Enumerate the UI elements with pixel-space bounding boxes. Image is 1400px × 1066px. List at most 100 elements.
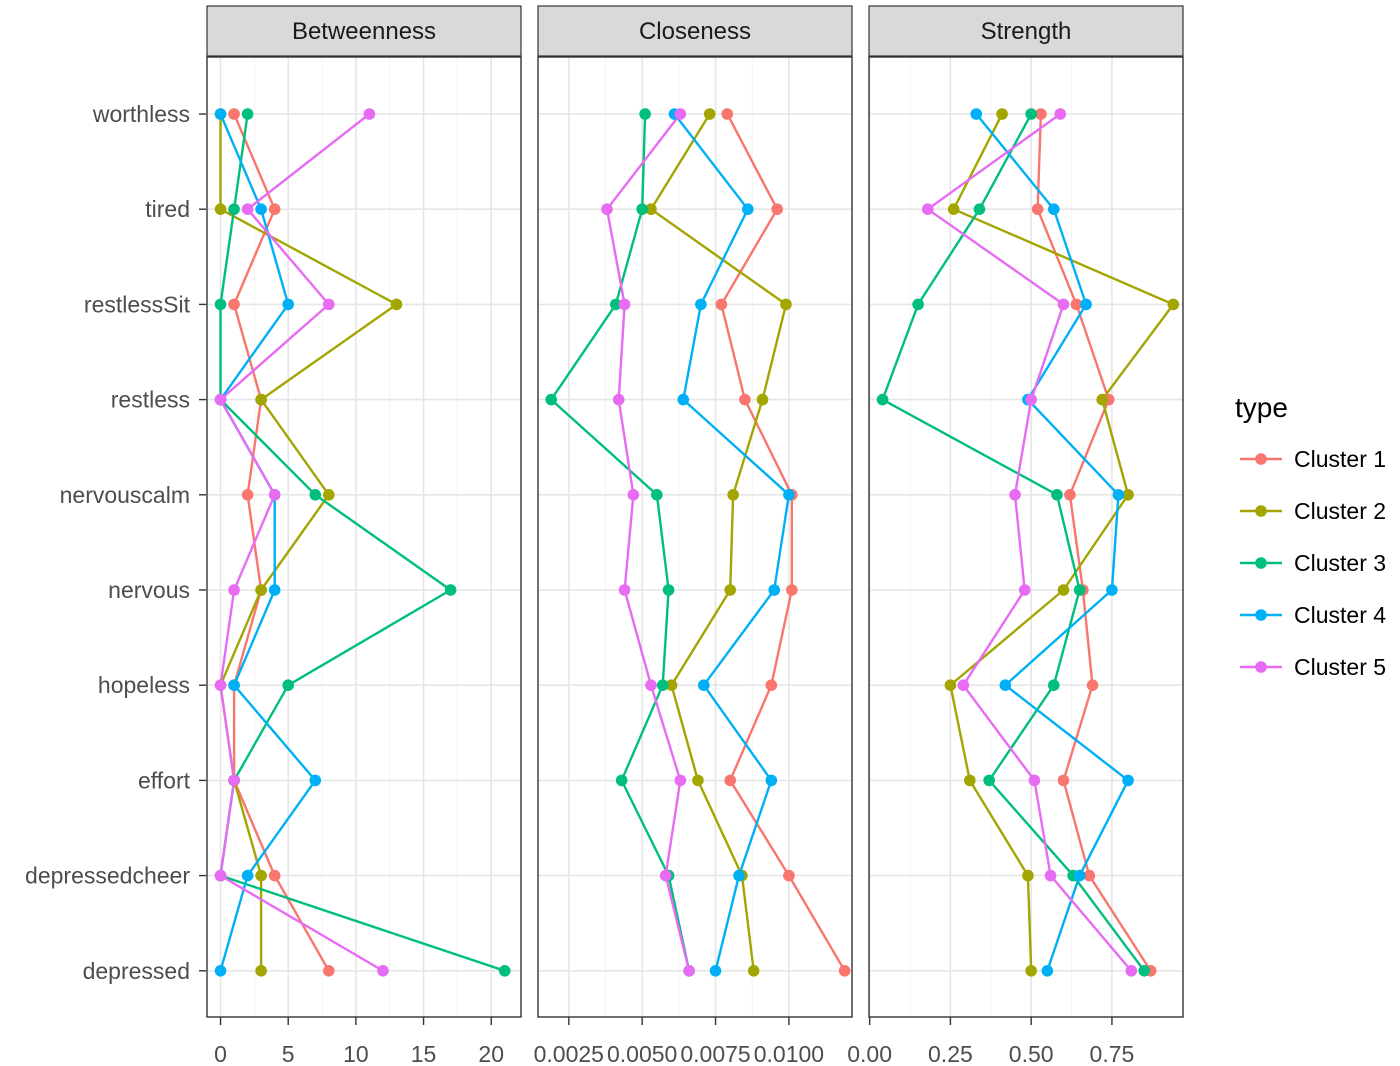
point-cluster-5-nervouscalm xyxy=(1009,489,1021,501)
point-cluster-5-depressed xyxy=(683,965,695,977)
x-tick-label: 0.0075 xyxy=(680,1041,750,1066)
point-cluster-3-hopeless xyxy=(656,679,669,691)
point-cluster-1-restlesssit xyxy=(1070,298,1083,311)
point-cluster-5-effort xyxy=(228,774,240,787)
point-cluster-4-hopeless xyxy=(698,679,710,691)
x-tick-label: 0.75 xyxy=(1090,1041,1135,1066)
point-cluster-3-restless xyxy=(545,393,558,406)
point-cluster-4-effort xyxy=(1122,774,1134,787)
point-cluster-2-tired xyxy=(947,203,960,215)
point-cluster-4-worthless xyxy=(214,108,227,120)
point-cluster-5-restlesssit xyxy=(1057,298,1070,311)
legend-item-cluster-3: Cluster 3 xyxy=(1240,550,1386,576)
point-cluster-1-effort xyxy=(724,774,737,787)
point-cluster-1-hopeless xyxy=(1086,679,1099,691)
point-cluster-1-restlesssit xyxy=(715,298,728,311)
point-cluster-4-depressed xyxy=(1041,965,1054,977)
point-cluster-2-restless xyxy=(1096,393,1109,406)
point-cluster-1-tired xyxy=(268,203,281,215)
point-cluster-3-depressed xyxy=(1138,965,1151,977)
point-cluster-1-nervouscalm xyxy=(1064,489,1076,501)
point-cluster-3-hopeless xyxy=(282,679,295,691)
point-cluster-1-depressedcheer xyxy=(268,869,281,882)
point-cluster-5-depressedcheer xyxy=(214,869,227,882)
point-cluster-4-restlesssit xyxy=(1080,298,1092,311)
point-cluster-3-restlesssit xyxy=(912,298,924,311)
point-cluster-2-depressed xyxy=(255,965,267,977)
series-line-cluster-5 xyxy=(605,113,691,972)
x-tick-label: 0.00 xyxy=(847,1041,892,1066)
x-tick-label: 0.0050 xyxy=(607,1041,677,1066)
point-cluster-4-tired xyxy=(1047,203,1060,215)
panel-strength: Strength 0.00 0.25 0.50 0.75 xyxy=(847,5,1184,1066)
point-cluster-3-tired xyxy=(228,203,240,215)
facet-strip xyxy=(206,5,522,57)
x-tick-label: 5 xyxy=(282,1041,295,1066)
point-cluster-1-restless xyxy=(739,393,751,406)
y-tick-label-restless: restless xyxy=(111,387,190,413)
point-cluster-1-depressedcheer xyxy=(783,869,795,882)
point-cluster-4-tired xyxy=(255,203,267,215)
point-cluster-3-tired xyxy=(636,203,648,215)
panel-border xyxy=(868,56,1184,1018)
point-cluster-1-effort xyxy=(1057,774,1070,787)
point-cluster-5-hopeless xyxy=(957,679,970,691)
point-cluster-3-nervous xyxy=(444,584,457,596)
x-tick-label: 20 xyxy=(478,1041,504,1066)
point-cluster-3-tired xyxy=(973,203,986,215)
y-tick-label-hopeless: hopeless xyxy=(98,672,190,698)
point-cluster-3-nervouscalm xyxy=(651,489,663,501)
legend-key-point xyxy=(1255,609,1267,621)
panel-background xyxy=(538,57,852,1017)
point-cluster-3-nervous xyxy=(662,584,675,596)
legend-label: Cluster 4 xyxy=(1294,602,1386,628)
point-cluster-3-restlesssit xyxy=(214,298,227,311)
point-cluster-3-restless xyxy=(876,393,889,406)
point-cluster-5-nervouscalm xyxy=(627,489,640,501)
legend-title: type xyxy=(1235,392,1288,423)
y-tick-label-depressedcheer: depressedcheer xyxy=(25,863,190,889)
point-cluster-5-hopeless xyxy=(214,679,227,691)
point-cluster-5-tired xyxy=(241,203,254,215)
point-cluster-2-nervous xyxy=(724,584,737,596)
point-cluster-2-worthless xyxy=(996,108,1008,120)
point-cluster-5-depressed xyxy=(377,965,389,977)
point-cluster-2-restless xyxy=(756,393,769,406)
series-line-cluster-4 xyxy=(673,113,791,972)
x-tick-label: 0.50 xyxy=(1009,1041,1054,1066)
point-cluster-3-worthless xyxy=(1025,108,1037,120)
legend-item-cluster-5: Cluster 5 xyxy=(1240,654,1386,680)
panel-background xyxy=(869,57,1183,1017)
point-cluster-2-restlesssit xyxy=(1167,298,1180,311)
point-cluster-1-nervouscalm xyxy=(241,489,254,501)
legend-label: Cluster 1 xyxy=(1294,446,1386,472)
panel-closeness: Closeness 0.0025 0.0050 0.0075 0.0100 xyxy=(534,5,853,1066)
panel-betweenness: Betweenness 0 5 10 15 20 xyxy=(206,5,522,1066)
point-cluster-2-nervouscalm xyxy=(1122,489,1134,501)
series-line-cluster-3 xyxy=(881,113,1146,972)
panel-border xyxy=(537,56,853,1018)
legend: type Cluster 1 Cluster 2 Cluster 3 Cluster … xyxy=(1235,392,1386,680)
facet-title: Closeness xyxy=(639,18,751,45)
point-cluster-5-effort xyxy=(674,774,687,787)
point-cluster-1-tired xyxy=(771,203,783,215)
series-line-cluster-5 xyxy=(219,113,384,972)
series-line-cluster-2 xyxy=(649,113,788,971)
point-cluster-4-depressedcheer xyxy=(241,869,254,882)
point-cluster-2-depressedcheer xyxy=(255,869,267,882)
point-cluster-2-nervouscalm xyxy=(323,489,335,501)
legend-item-cluster-4: Cluster 4 xyxy=(1240,602,1386,628)
point-cluster-5-hopeless xyxy=(645,679,657,691)
facet-strip xyxy=(868,5,1184,57)
point-cluster-4-depressedcheer xyxy=(733,869,745,882)
y-tick-label-tired: tired xyxy=(145,196,190,222)
legend-label: Cluster 5 xyxy=(1294,654,1386,680)
series-line-cluster-5 xyxy=(926,113,1133,972)
point-cluster-4-nervous xyxy=(768,584,781,596)
x-tick-label: 0.25 xyxy=(928,1041,973,1066)
x-tick-label: 0.0100 xyxy=(754,1041,824,1066)
point-cluster-2-worthless xyxy=(703,108,716,120)
point-cluster-1-tired xyxy=(1031,203,1044,215)
point-cluster-4-depressed xyxy=(709,965,722,977)
